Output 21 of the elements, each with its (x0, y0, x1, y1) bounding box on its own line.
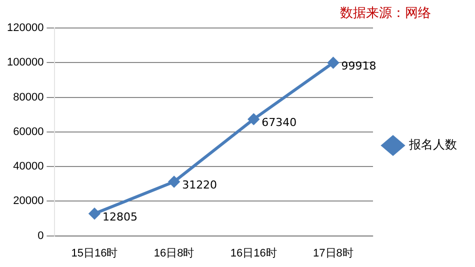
y-tick-label: 20000 (13, 195, 44, 208)
y-tick-label: 60000 (13, 126, 44, 138)
x-tick-label: 16日16时 (230, 246, 277, 260)
y-tick-label: 80000 (13, 91, 44, 104)
y-tick-label: 120000 (6, 22, 44, 34)
x-tick-label: 15日16时 (71, 246, 118, 260)
data-label: 12805 (102, 210, 138, 224)
point (248, 114, 260, 125)
y-tick-label: 100000 (6, 56, 44, 69)
y-tick-label: 0 (38, 230, 44, 242)
point (328, 57, 339, 68)
source-note: 数据来源：网络 (340, 5, 431, 22)
x-tick-label: 16日8时 (154, 246, 194, 260)
data-label: 99918 (341, 60, 376, 73)
legend-label: 报名人数 (408, 138, 457, 152)
y-tick-label: 40000 (13, 160, 44, 173)
point (168, 176, 180, 188)
point (88, 208, 100, 220)
data-label: 31220 (182, 178, 218, 192)
x-tick-label: 17日8时 (313, 246, 354, 260)
data-label: 67340 (262, 116, 297, 130)
